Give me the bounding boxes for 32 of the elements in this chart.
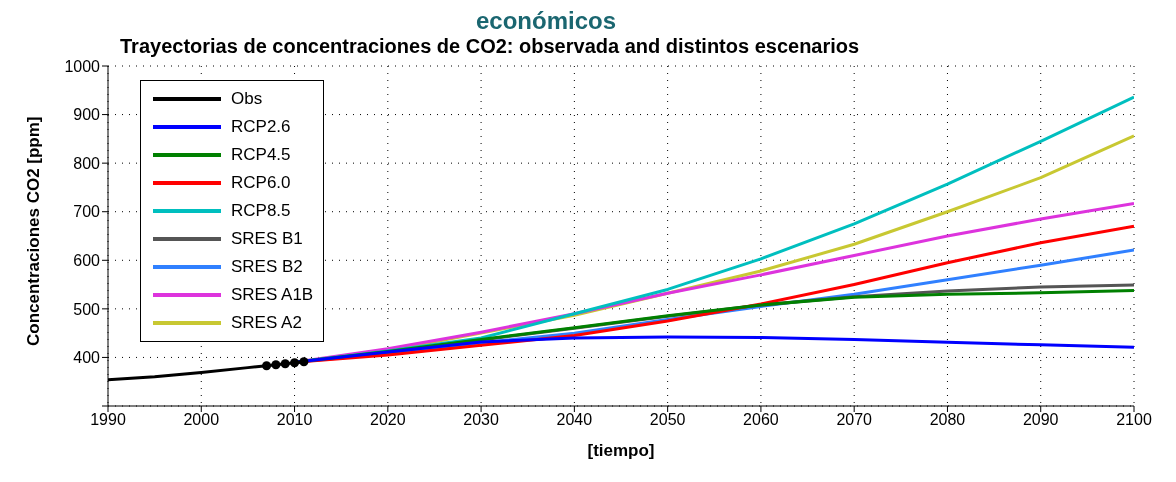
legend-label: RCP2.6 (231, 116, 291, 138)
legend-label: RCP6.0 (231, 172, 291, 194)
legend-label: Obs (231, 88, 263, 110)
x-tick-label: 2020 (370, 411, 406, 429)
x-tick-label: 2080 (929, 411, 966, 429)
y-tick-label: 800 (73, 154, 101, 172)
legend-label: SRES B2 (231, 256, 303, 278)
x-tick-label: 2060 (743, 411, 779, 429)
legend-label: SRES A1B (231, 284, 314, 306)
x-tick-label: 2000 (183, 411, 220, 429)
y-tick-label: 1000 (64, 57, 101, 75)
y-tick-label: 500 (73, 300, 101, 318)
x-tick-label: 2030 (463, 411, 499, 429)
y-tick-label: 900 (73, 106, 101, 124)
legend-label: SRES B1 (231, 228, 303, 250)
y-tick-label: 700 (73, 203, 101, 221)
chart-title: Trayectorias de concentraciones de CO2: observada and distintos escenarios (120, 34, 861, 58)
legend-label: SRES A2 (231, 312, 302, 334)
x-tick-label: 2050 (649, 411, 686, 429)
x-tick-label: 2040 (556, 411, 593, 429)
y-axis-title: Concentraciones CO2 [ppm] (24, 116, 44, 346)
legend-label: RCP8.5 (231, 200, 291, 222)
x-axis-title: [tiempo] (587, 441, 655, 460)
y-tick-label: 600 (73, 251, 101, 269)
y-tick-label: 400 (73, 349, 101, 367)
x-tick-label: 2010 (276, 411, 313, 429)
x-tick-label: 2070 (836, 411, 873, 429)
x-tick-label: 2090 (1022, 411, 1059, 429)
x-tick-label: 2100 (1116, 411, 1152, 429)
x-tick-label: 1990 (90, 411, 126, 429)
legend-label: RCP4.5 (231, 144, 291, 166)
text: económicos (474, 7, 617, 34)
